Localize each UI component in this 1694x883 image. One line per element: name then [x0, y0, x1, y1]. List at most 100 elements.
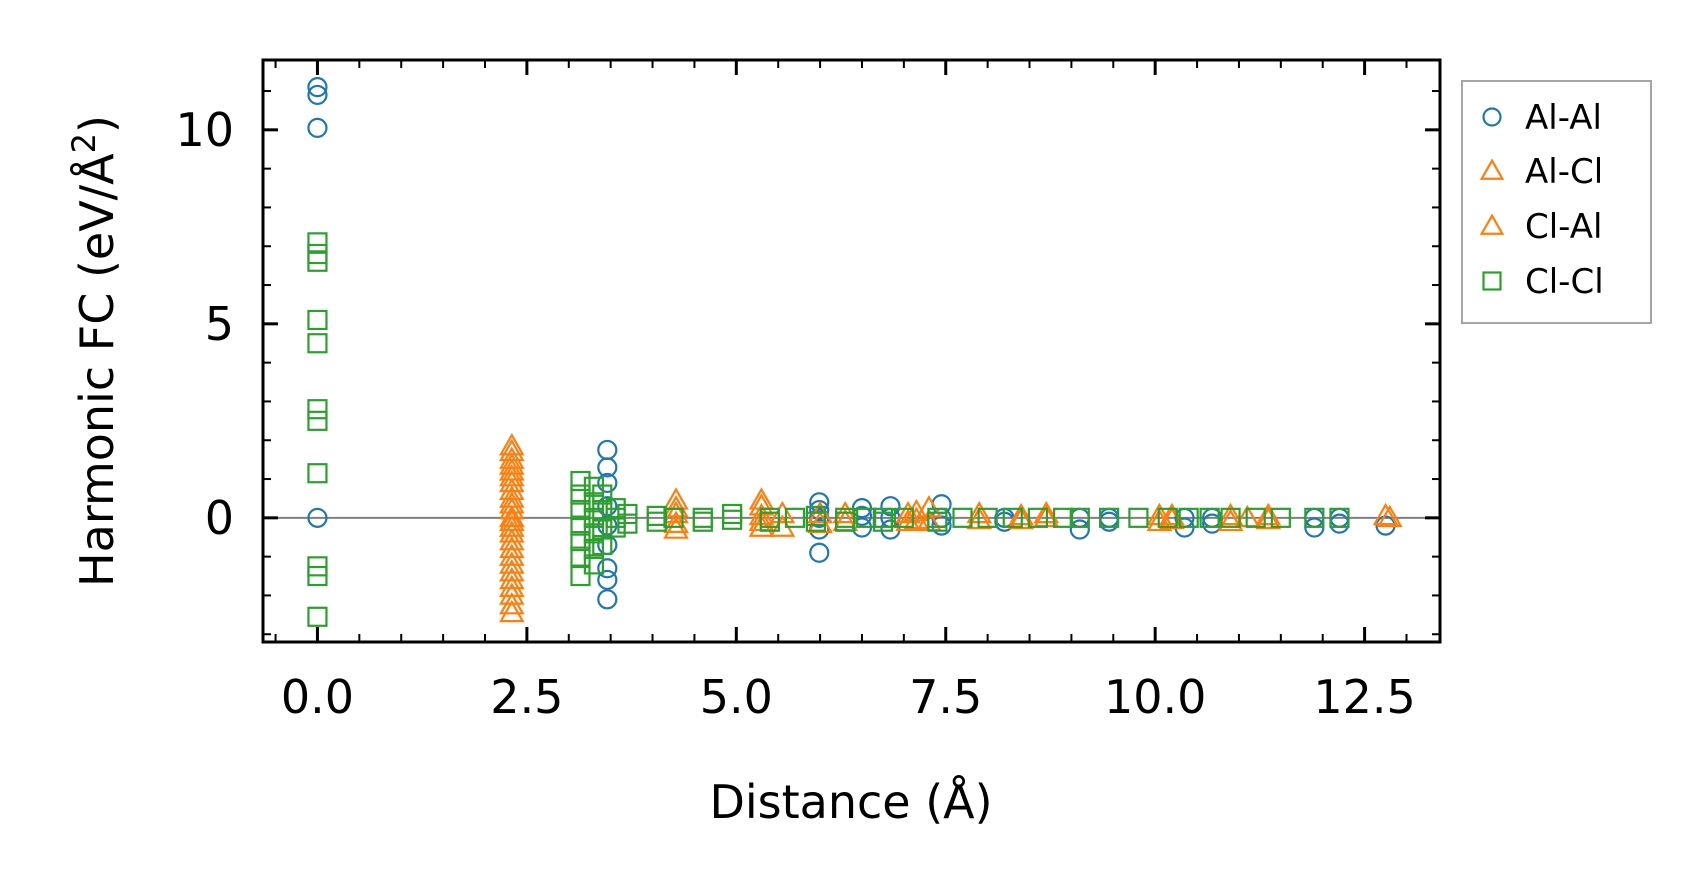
point-cl-cl	[663, 507, 684, 528]
point-cl-cl	[307, 232, 328, 253]
x-axis-title: Distance (Å)	[709, 775, 992, 829]
point-cl-al	[1372, 502, 1399, 526]
tick-label-layer: 0.0 2.5 5.0 7.5 10.0 12.5 0 5 10	[175, 103, 1415, 724]
point-cl-cl	[570, 565, 591, 587]
point-cl-cl	[692, 511, 713, 532]
point-cl-cl	[722, 509, 743, 530]
point-cl-cl	[1128, 507, 1149, 528]
point-al-cl	[498, 469, 525, 493]
y-tick-label: 0	[205, 491, 234, 545]
legend-box	[1461, 80, 1652, 324]
y-axis-title-superscript: 2	[65, 133, 103, 153]
legend: Al-Al Al-Cl Cl-Al Cl-Cl	[1461, 80, 1652, 324]
x-tick-label: 5.0	[700, 670, 773, 724]
legend-items: Al-Al Al-Cl Cl-Al Cl-Cl	[1479, 98, 1604, 302]
legend-marker-al-al	[1482, 107, 1502, 127]
point-cl-cl	[759, 511, 780, 532]
point-cl-al	[498, 491, 525, 514]
legend-label-cl-cl: Cl-Cl	[1525, 262, 1604, 302]
point-al-al	[880, 496, 901, 517]
point-cl-cl	[927, 511, 948, 532]
point-al-al	[809, 492, 830, 513]
point-cl-al	[498, 463, 525, 487]
point-al-cl	[663, 516, 689, 539]
legend-marker-al-cl	[1479, 158, 1505, 180]
point-al-cl	[498, 520, 525, 543]
y-tick-label: 10	[175, 103, 234, 157]
point-cl-cl	[1069, 507, 1090, 528]
point-cl-cl	[570, 515, 591, 536]
legend-label-cl-al: Cl-Al	[1525, 207, 1602, 247]
point-cl-cl	[307, 606, 328, 627]
point-cl-cl	[592, 499, 613, 521]
point-cl-al	[498, 438, 525, 462]
point-cl-cl	[835, 511, 856, 532]
point-cl-al	[903, 506, 930, 530]
point-cl-al	[663, 494, 689, 518]
point-al-al	[931, 515, 952, 536]
x-tick-label: 10.0	[1104, 670, 1206, 724]
point-cl-cl	[570, 531, 591, 552]
point-cl-cl	[307, 565, 328, 587]
point-al-al	[307, 84, 328, 106]
point-cl-cl	[592, 534, 613, 556]
point-cl-al	[498, 591, 525, 615]
point-cl-cl	[646, 511, 667, 532]
point-cl-cl	[1220, 507, 1241, 528]
point-cl-cl	[307, 309, 328, 331]
point-al-al	[1069, 519, 1090, 540]
plot-background	[263, 60, 1440, 642]
point-cl-cl	[1199, 507, 1220, 528]
y-axis-title-main: Harmonic FC (eV/Å	[70, 153, 124, 587]
point-cl-cl	[893, 507, 914, 528]
legend-label-al-cl: Al-Cl	[1525, 152, 1603, 192]
point-al-al	[307, 117, 328, 139]
point-al-cl	[966, 506, 993, 530]
point-cl-cl	[570, 546, 591, 567]
point-al-cl	[498, 551, 525, 574]
point-cl-cl	[1178, 507, 1199, 528]
point-cl-al	[498, 543, 525, 566]
point-cl-al	[498, 504, 525, 528]
point-cl-cl	[1329, 507, 1350, 528]
point-cl-cl	[805, 511, 826, 532]
point-cl-cl	[1002, 507, 1023, 528]
point-cl-al	[1008, 506, 1034, 530]
point-cl-cl	[1304, 507, 1325, 528]
x-tick-label: 12.5	[1313, 670, 1415, 724]
point-al-cl	[498, 535, 525, 559]
point-cl-cl	[592, 519, 613, 540]
x-tick-label: 7.5	[909, 670, 982, 724]
point-al-cl	[1255, 506, 1282, 530]
y-axis-title: Harmonic FC (eV/Å2)	[65, 115, 124, 587]
point-al-al	[597, 457, 618, 478]
point-cl-al	[498, 527, 525, 551]
point-cl-cl	[1245, 507, 1266, 528]
point-cl-cl	[784, 507, 806, 528]
point-al-al	[597, 472, 618, 494]
point-cl-cl	[1052, 507, 1074, 528]
y-axis-title-end: )	[70, 115, 124, 133]
plot-frame	[261, 58, 1442, 644]
point-cl-cl	[617, 513, 638, 534]
point-cl-cl	[1270, 507, 1291, 528]
point-cl-al	[498, 559, 525, 582]
point-cl-cl	[977, 507, 998, 528]
point-cl-cl	[592, 484, 613, 505]
point-cl-cl	[1027, 507, 1048, 528]
point-al-cl	[1376, 504, 1403, 528]
point-al-al	[307, 77, 328, 98]
point-cl-cl	[307, 333, 328, 354]
y-tick-label: 5	[205, 297, 234, 351]
point-al-cl	[498, 566, 525, 590]
point-cl-cl	[570, 499, 591, 521]
point-cl-cl	[307, 399, 328, 420]
point-cl-cl	[856, 507, 877, 528]
point-cl-al	[498, 477, 525, 500]
point-cl-cl	[952, 507, 973, 528]
point-al-al	[809, 499, 830, 521]
point-al-al	[597, 569, 618, 591]
point-cl-cl	[872, 511, 894, 532]
point-cl-cl	[570, 470, 591, 492]
